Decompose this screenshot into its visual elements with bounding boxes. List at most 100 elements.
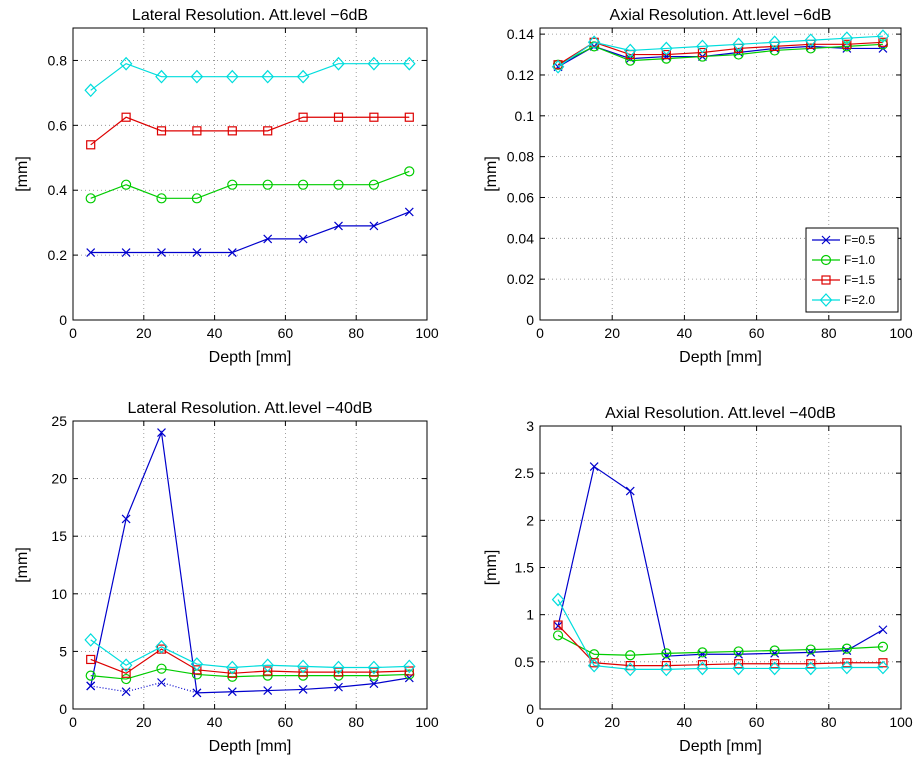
x-tick-label: 40: [207, 325, 223, 341]
x-tick-label: 20: [136, 714, 152, 730]
y-tick-label: 0.12: [507, 67, 534, 83]
data-point: [84, 632, 98, 647]
legend-label: F=1.5: [844, 273, 875, 287]
series-line: [90, 63, 410, 91]
data-point: [696, 661, 709, 676]
data-point: [227, 126, 237, 136]
data-point: [191, 193, 202, 204]
data-point: [660, 662, 673, 677]
series-f-2-0: [551, 592, 890, 677]
series-line: [557, 599, 883, 670]
series-line: [90, 116, 410, 146]
data-point: [86, 140, 96, 150]
data-point: [298, 684, 308, 694]
x-tick-label: 60: [278, 714, 294, 730]
data-point: [263, 234, 273, 244]
data-point: [157, 248, 166, 257]
legend: F=0.5 F=1.0 F=1.5 F=2.0: [805, 227, 899, 313]
y-tick-label: 2.5: [515, 465, 535, 481]
x-tick-label: 40: [677, 325, 693, 341]
data-point: [878, 625, 888, 635]
data-point: [368, 179, 379, 190]
series-line: [90, 639, 410, 669]
data-point: [157, 678, 166, 687]
data-point: [697, 47, 708, 58]
data-point: [770, 659, 780, 669]
y-tick-label: 0.02: [507, 271, 534, 287]
y-tick-label: 0.4: [48, 182, 68, 198]
y-tick-label: 0: [59, 312, 67, 328]
data-point: [660, 41, 673, 56]
y-tick-label: 0.04: [507, 230, 534, 246]
y-axis-label: [mm]: [483, 550, 500, 586]
data-point: [261, 69, 275, 84]
legend-marker: [819, 293, 833, 307]
series-f-1-5: [86, 644, 414, 678]
y-tick-label: 1: [526, 607, 534, 623]
data-point: [85, 193, 96, 204]
series-f-2-0: [84, 632, 416, 675]
data-point: [402, 56, 416, 71]
x-tick-label: 60: [749, 325, 765, 341]
data-point: [806, 659, 816, 669]
x-tick-label: 0: [536, 325, 544, 341]
series-f-2-0: [84, 56, 416, 98]
legend-label: F=2.0: [844, 293, 875, 307]
data-point: [551, 592, 565, 607]
y-axis-label: [mm]: [14, 547, 31, 583]
data-point: [296, 659, 310, 674]
x-tick-label: 100: [889, 714, 913, 730]
data-point: [263, 666, 273, 676]
series-f-1-0: [552, 630, 889, 661]
legend-marker: [820, 254, 832, 266]
data-point: [332, 660, 345, 675]
data-point: [192, 665, 202, 675]
data-point: [296, 69, 310, 84]
series-line: [90, 430, 410, 694]
series-f-1-0: [85, 166, 415, 204]
y-tick-label: 3: [526, 418, 534, 434]
y-tick-label: 10: [51, 586, 67, 602]
chart-axial-40db: 0 20 40 60 80 100 0 0.5 1 1.5 2 2.5 3 Axial Resolutio…: [483, 405, 913, 755]
data-point: [404, 207, 414, 217]
data-point: [157, 428, 166, 437]
data-point: [298, 667, 308, 677]
data-point: [369, 667, 379, 677]
data-point: [402, 659, 416, 674]
data-point: [333, 112, 344, 122]
data-point: [298, 179, 309, 190]
x-tick-label: 20: [136, 325, 152, 341]
series-line: [557, 624, 883, 667]
data-point: [86, 248, 96, 257]
y-tick-label: 0.5: [515, 654, 535, 670]
data-point: [367, 56, 381, 71]
data-point: [878, 658, 888, 668]
data-point: [876, 660, 890, 675]
series-f-0-5-dotted-: [86, 678, 202, 698]
y-tick-label: 20: [51, 471, 67, 487]
data-point: [332, 56, 345, 71]
data-point: [225, 660, 239, 675]
y-tick-label: 2: [526, 512, 534, 528]
x-tick-label: 0: [69, 325, 77, 341]
y-tick-label: 0: [526, 312, 534, 328]
data-point: [86, 654, 96, 665]
data-point: [369, 221, 379, 231]
data-point: [404, 666, 414, 676]
series-line: [557, 465, 884, 657]
series-f-0-5: [86, 207, 414, 257]
data-point: [842, 646, 852, 655]
data-point: [369, 679, 379, 689]
data-point: [698, 649, 707, 659]
data-point: [404, 112, 414, 122]
chart-axial-6db: 0 20 40 60 80 100 0 0.02 0.04 0.06 0.08 0.1 0.12 0.14…: [483, 7, 913, 366]
chart-title: Lateral Resolution. Att.level −6dB: [132, 7, 368, 24]
chart-title: Axial Resolution. Att.level −40dB: [605, 405, 836, 422]
chart-title: Axial Resolution. Att.level −6dB: [610, 7, 832, 24]
data-point: [804, 661, 818, 676]
y-tick-label: 0: [59, 701, 67, 717]
y-tick-label: 0.1: [515, 108, 535, 124]
x-axis-label: Depth [mm]: [209, 349, 292, 366]
x-axis-label: Depth [mm]: [209, 738, 292, 755]
